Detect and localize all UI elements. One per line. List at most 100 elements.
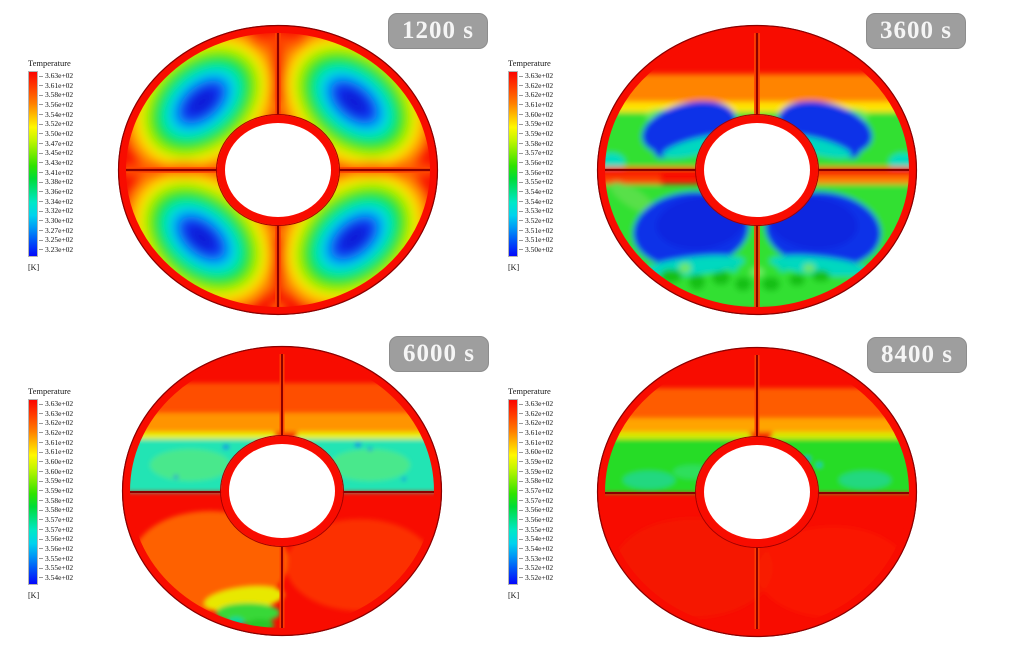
colorbar-tick-label: 3.53e+02 [519,554,553,563]
colorbar-tick-label: 3.62e+02 [519,419,553,427]
colorbar-tick-label: 3.52e+02 [519,573,553,582]
inner-hole [704,123,810,217]
colorbar-tick-label: 3.59e+02 [519,457,553,466]
colorbar-tick-label: 3.56e+02 [39,535,73,543]
colorbar-tick-label: 3.54e+02 [519,187,553,196]
inner-hole [225,123,331,217]
colorbar-tick-label: 3.58e+02 [519,139,553,148]
colorbar-tick-label: 3.62e+02 [519,409,553,418]
baffle-lines [599,27,915,313]
inner-wall-outline [216,114,340,226]
outer-wall-edge [121,345,443,637]
colorbar-tick-label: 3.57e+02 [519,149,553,157]
colorbar-tick-labels: 3.63e+02 3.63e+02 3.62e+02 3.62e+02 3.61e+02… [39,400,73,582]
wavy-bottom-fringe [660,263,830,291]
colorbar-tick-label: 3.63e+02 [39,72,73,80]
colorbar-tick-label: 3.59e+02 [519,129,553,138]
contour-plot-3600s [596,24,918,316]
colorbar-legend-1200s: Temperature 3.63e+02 3.61e+02 3.58e+02 3.56… [28,58,98,272]
time-badge-3600s: 3600 s [866,13,966,49]
colorbar-gradient [508,399,518,585]
baffle-lines [121,27,435,313]
colorbar-tick-label: 3.54e+02 [519,197,553,206]
time-badge-6000s: 6000 s [389,336,489,372]
outer-wall-ring [598,348,916,636]
colorbar-unit: [K] [508,591,520,600]
colorbar-tick-label: 3.62e+02 [39,428,73,437]
colorbar-tick-label: 3.50e+02 [519,245,553,254]
outer-wall-edge [117,24,439,316]
inner-hole [229,444,335,538]
colorbar-tick-label: 3.55e+02 [39,564,73,572]
colorbar-tick-label: 3.62e+02 [519,81,553,90]
colorbar-tick-label: 3.56e+02 [519,168,553,177]
colorbar-tick-label: 3.56e+02 [39,544,73,553]
colorbar-tick-label: 3.57e+02 [39,515,73,524]
cold-speck [816,463,822,467]
colorbar-tick-label: 3.55e+02 [519,525,553,534]
colorbar-tick-label: 3.55e+02 [39,554,73,563]
contour-plot-8400s [596,346,918,638]
colorbar-gradient [28,399,38,585]
colorbar-tick-label: 3.61e+02 [39,448,73,456]
colorbar-unit: [K] [508,263,520,272]
colorbar-tick-label: 3.23e+02 [39,245,73,254]
colorbar-tick-label: 3.59e+02 [519,467,553,476]
colorbar-legend-3600s: Temperature 3.63e+02 3.62e+02 3.62e+02 3.61… [508,58,578,272]
colorbar-legend-6000s: Temperature 3.63e+02 3.63e+02 3.62e+02 3.62… [28,386,98,600]
baffle-lines [125,348,439,634]
colorbar-tick-label: 3.60e+02 [39,457,73,466]
colorbar-title: Temperature [508,58,551,68]
colorbar-tick-label: 3.53e+02 [519,207,553,215]
colorbar-tick-labels: 3.63e+02 3.61e+02 3.58e+02 3.56e+02 3.54e+02… [39,72,73,254]
colorbar-tick-label: 3.56e+02 [519,515,553,524]
colorbar-tick-label: 3.25e+02 [39,236,73,244]
colorbar-tick-label: 3.51e+02 [519,226,553,235]
contour-plot-1200s [117,24,439,316]
colorbar-tick-label: 3.27e+02 [39,226,73,235]
colorbar-tick-label: 3.63e+02 [39,400,73,408]
outer-wall-ring [123,347,441,635]
colorbar-tick-label: 3.56e+02 [519,506,553,514]
colorbar-tick-label: 3.60e+02 [519,448,553,456]
outer-wall-edge [596,346,918,638]
contour-plot-6000s [121,345,443,637]
colorbar-tick-label: 3.54e+02 [519,535,553,543]
colorbar-tick-label: 3.41e+02 [39,168,73,177]
colorbar-tick-label: 3.63e+02 [39,409,73,418]
colorbar-legend-8400s: Temperature 3.63e+02 3.62e+02 3.62e+02 3.61… [508,386,578,600]
colorbar-tick-label: 3.50e+02 [39,129,73,138]
colorbar-body: 3.63e+02 3.61e+02 3.58e+02 3.56e+02 3.54e+02… [28,71,98,257]
colorbar-tick-label: 3.36e+02 [39,187,73,196]
colorbar-tick-label: 3.57e+02 [39,525,73,534]
colorbar-gradient [28,71,38,257]
colorbar-tick-label: 3.54e+02 [39,110,73,119]
colorbar-tick-label: 3.52e+02 [519,216,553,225]
colorbar-tick-label: 3.62e+02 [519,91,553,99]
time-badge-1200s: 1200 s [388,13,488,49]
colorbar-tick-label: 3.60e+02 [519,110,553,119]
colorbar-tick-label: 3.32e+02 [39,207,73,215]
outer-wall-ring [119,26,437,314]
colorbar-tick-label: 3.59e+02 [519,120,553,128]
colorbar-title: Temperature [508,386,551,396]
colorbar-tick-label: 3.56e+02 [39,100,73,109]
colorbar-body: 3.63e+02 3.63e+02 3.62e+02 3.62e+02 3.61e+02… [28,399,98,585]
colorbar-tick-label: 3.57e+02 [519,496,553,505]
colorbar-tick-label: 3.55e+02 [519,178,553,186]
baffle-lines [600,349,914,635]
colorbar-tick-label: 3.38e+02 [39,178,73,186]
colorbar-tick-label: 3.54e+02 [519,544,553,553]
colorbar-tick-label: 3.61e+02 [39,438,73,447]
colorbar-tick-label: 3.61e+02 [39,81,73,90]
colorbar-tick-label: 3.57e+02 [519,486,553,495]
inner-wall-outline [220,435,344,547]
colorbar-tick-label: 3.56e+02 [519,158,553,167]
colorbar-tick-label: 3.47e+02 [39,139,73,148]
colorbar-title: Temperature [28,58,71,68]
colorbar-body: 3.63e+02 3.62e+02 3.62e+02 3.61e+02 3.61e+02… [508,399,578,585]
colorbar-tick-label: 3.59e+02 [39,477,73,485]
inner-wall-outline [695,436,819,548]
outer-wall-ring [598,26,916,314]
colorbar-tick-labels: 3.63e+02 3.62e+02 3.62e+02 3.61e+02 3.60e+02… [519,72,553,254]
